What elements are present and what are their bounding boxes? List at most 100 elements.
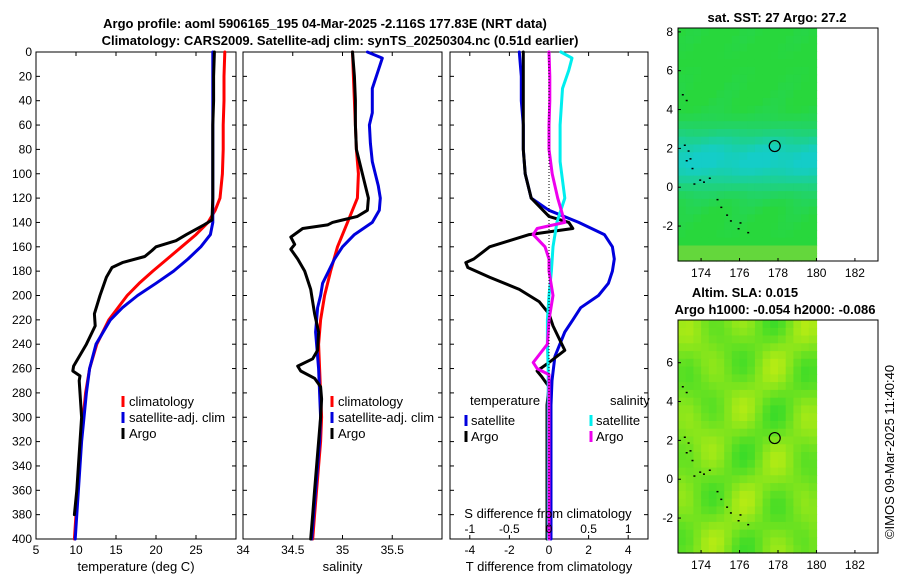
sla-field-cell <box>801 405 810 414</box>
sla-field-cell <box>693 382 702 391</box>
depth-tick-label: 220 <box>12 313 32 327</box>
sla-field-cell <box>793 452 802 461</box>
sst-field-cell <box>685 222 694 231</box>
sst-field-cell <box>801 59 810 68</box>
temp-xtick-label: 5 <box>33 543 40 557</box>
sla-field-cell <box>716 343 725 352</box>
sla-xtick-label: 178 <box>768 558 788 572</box>
sla-field-cell <box>716 529 725 539</box>
sla-field-cell <box>785 483 794 492</box>
sla-field-cell <box>778 358 787 368</box>
sst-field-cell <box>693 59 702 68</box>
sst-field-cell <box>793 28 802 37</box>
sst-field-cell <box>716 198 725 208</box>
sst-xtick-label: 182 <box>845 266 865 280</box>
sst-field-cell <box>693 245 702 254</box>
sla-field-cell <box>739 382 748 391</box>
sst-field-cell <box>808 160 818 169</box>
sla-field-cell <box>747 374 756 383</box>
sst-field-cell <box>762 113 771 122</box>
sla-field-cell <box>693 537 702 546</box>
depth-tick-label: 240 <box>12 337 32 351</box>
sla-field-cell <box>724 374 733 383</box>
sla-field-cell <box>701 358 710 368</box>
sla-field-cell <box>778 452 787 461</box>
sla-field-cell <box>808 537 818 546</box>
sla-field-cell <box>678 366 687 375</box>
sst-field-cell <box>724 175 733 184</box>
sst-field-cell <box>693 129 702 138</box>
sst-field-cell <box>808 35 818 45</box>
sst-xtick-label: 180 <box>806 266 826 280</box>
sla-field-cell <box>770 459 779 469</box>
sst-field-cell <box>793 183 802 192</box>
sst-field-cell <box>701 198 710 208</box>
sst-field-cell <box>716 35 725 45</box>
sst-field-cell <box>762 160 771 169</box>
sst-field-cell <box>801 121 810 130</box>
sla-field-cell <box>808 405 818 414</box>
sla-field-cell <box>701 397 710 407</box>
sst-field-cell <box>708 237 718 247</box>
depth-tick-label: 280 <box>12 386 32 400</box>
sla-field-cell <box>754 389 764 399</box>
sst-field-cell <box>693 43 702 52</box>
sla-field-cell <box>778 545 787 554</box>
sla-field-cell <box>724 320 733 329</box>
sst-field-cell <box>678 198 687 208</box>
sst-field-cell <box>785 144 794 153</box>
sst-field-cell <box>701 74 710 83</box>
sal-xtick-label: 35 <box>336 543 350 557</box>
sst-field-cell <box>708 175 718 184</box>
sst-field-cell <box>785 90 794 99</box>
sla-field-cell <box>685 436 694 445</box>
sla-field-cell <box>754 366 764 375</box>
sla-field-cell <box>747 421 756 430</box>
sst-field-cell <box>754 97 764 107</box>
sla-field-cell <box>731 483 741 492</box>
sst-field-cell <box>701 160 710 169</box>
sla-field-cell <box>754 335 764 344</box>
sla-field-cell <box>731 374 741 383</box>
sla-field-cell <box>678 467 687 476</box>
sst-field-cell <box>778 152 787 161</box>
sst-field-cell <box>808 82 818 91</box>
sst-xtick-label: 176 <box>730 266 750 280</box>
sla-field-cell <box>693 413 702 422</box>
sst-field-cell <box>678 43 687 52</box>
sla-coastline-point <box>681 386 684 388</box>
sst-field-cell <box>762 59 771 68</box>
sla-field-cell <box>770 444 779 453</box>
sst-field-cell <box>731 183 741 192</box>
sst-field-cell <box>747 43 756 52</box>
sst-field-cell <box>693 183 702 192</box>
sla-coastline-point <box>729 512 732 514</box>
sla-field-cell <box>778 490 787 500</box>
sla-field-cell <box>770 514 779 523</box>
sst-field-cell <box>693 144 702 153</box>
sst-field-cell <box>778 175 787 184</box>
sst-field-cell <box>731 90 741 99</box>
sst-field-cell <box>754 105 764 115</box>
sla-field-cell <box>693 366 702 375</box>
sla-field-cell <box>701 405 710 414</box>
sla-field-cell <box>801 529 810 539</box>
sst-field-cell <box>747 160 756 169</box>
sla-field-cell <box>685 320 694 329</box>
sla-field-cell <box>778 343 787 352</box>
sla-field-cell <box>785 335 794 344</box>
sla-field-cell <box>739 351 748 360</box>
sla-field-cell <box>724 498 733 507</box>
sla-field-cell <box>724 506 733 515</box>
sst-field-cell <box>793 43 802 52</box>
sla-field-cell <box>801 459 810 469</box>
sst-field-cell <box>716 160 725 169</box>
sst-field-cell <box>739 229 748 239</box>
sla-field-cell <box>693 452 702 461</box>
sla-field-cell <box>685 335 694 344</box>
sst-field-cell <box>747 175 756 184</box>
sla-field-cell <box>762 490 771 500</box>
sla-field-cell <box>793 483 802 492</box>
sla-field-cell <box>808 529 818 539</box>
sst-field-cell <box>762 66 771 76</box>
